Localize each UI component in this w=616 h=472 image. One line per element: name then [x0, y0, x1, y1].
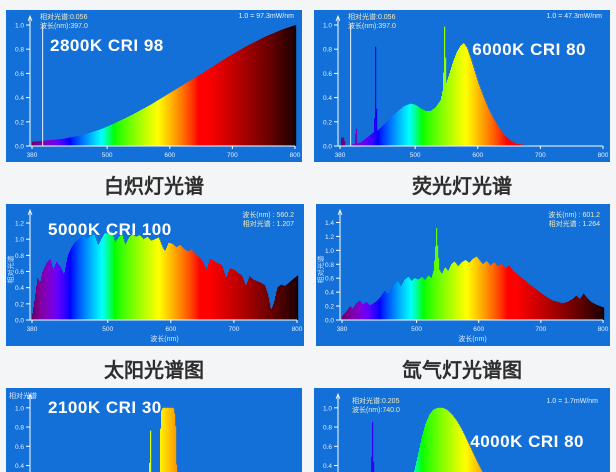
- readout-line: 相对光谱 : 1.207: [242, 221, 294, 228]
- svg-text:0.0: 0.0: [325, 318, 334, 325]
- scale-note: 1.0 = 97.3mW/nm: [238, 13, 294, 20]
- svg-text:0.2: 0.2: [15, 301, 24, 308]
- svg-text:0.8: 0.8: [325, 262, 334, 269]
- svg-text:700: 700: [227, 152, 238, 159]
- readout-line: 相对光谱 : 1.264: [548, 221, 600, 228]
- readout-line: 相对光谱:0.056: [348, 14, 396, 21]
- svg-text:0.4: 0.4: [15, 285, 24, 292]
- svg-text:500: 500: [102, 152, 113, 159]
- svg-text:0.4: 0.4: [323, 463, 332, 470]
- svg-text:1.0: 1.0: [325, 248, 334, 255]
- svg-text:0.8: 0.8: [323, 425, 332, 432]
- svg-text:600: 600: [165, 326, 176, 333]
- svg-text:1.0: 1.0: [15, 405, 24, 412]
- readout-line: 波长(nm):740.0: [352, 407, 400, 414]
- svg-text:0.6: 0.6: [325, 276, 334, 283]
- svg-text:600: 600: [473, 326, 484, 333]
- svg-text:0.8: 0.8: [15, 253, 24, 260]
- svg-text:800: 800: [598, 326, 609, 333]
- svg-text:1.0: 1.0: [323, 23, 332, 30]
- svg-text:500: 500: [410, 152, 421, 159]
- svg-text:0.2: 0.2: [323, 119, 332, 126]
- svg-text:1.0: 1.0: [15, 23, 24, 30]
- svg-text:相对光谱: 相对光谱: [316, 256, 325, 284]
- svg-text:0.2: 0.2: [15, 119, 24, 126]
- svg-text:500: 500: [411, 326, 422, 333]
- svg-text:0.6: 0.6: [15, 269, 24, 276]
- panel-xenon-spectrum: 1.4 1.2 1.0 0.8 0.6 0.4 0.2 0.0 380 500 600 700 800 波…: [316, 204, 610, 346]
- svg-text:0.6: 0.6: [15, 444, 24, 451]
- svg-text:1.0: 1.0: [323, 405, 332, 412]
- svg-text:相对光谱: 相对光谱: [6, 256, 15, 284]
- svg-text:0.8: 0.8: [15, 425, 24, 432]
- caption-incandescent: 白炽灯光谱: [104, 176, 204, 198]
- svg-text:1.0: 1.0: [15, 237, 24, 244]
- svg-text:0.0: 0.0: [323, 144, 332, 151]
- svg-text:500: 500: [102, 326, 113, 333]
- svg-text:380: 380: [27, 152, 38, 159]
- readout-line: 波长(nm):397.0: [40, 23, 88, 30]
- svg-text:1.4: 1.4: [325, 220, 334, 227]
- svg-text:0.6: 0.6: [15, 71, 24, 78]
- panel-fluorescent-spectrum: 1.0 0.8 0.6 0.4 0.2 0.0 380 500 600 700 800 相对光谱:0…: [314, 10, 610, 162]
- color-temp-label: 6000K CRI 80: [472, 40, 586, 59]
- caption-sunlight: 太阳光谱图: [104, 360, 204, 382]
- svg-text:1.2: 1.2: [325, 234, 334, 241]
- svg-text:波长(nm): 波长(nm): [150, 334, 178, 343]
- svg-text:1.2: 1.2: [15, 221, 24, 228]
- svg-text:0.6: 0.6: [323, 71, 332, 78]
- svg-text:0.8: 0.8: [323, 47, 332, 54]
- svg-text:600: 600: [472, 152, 483, 159]
- svg-text:0.0: 0.0: [15, 318, 24, 325]
- svg-text:0.4: 0.4: [325, 290, 334, 297]
- svg-text:0.4: 0.4: [15, 463, 24, 470]
- svg-text:0.4: 0.4: [15, 95, 24, 102]
- readout-line: 波长(nm) : 560.2: [242, 212, 294, 219]
- svg-text:700: 700: [535, 326, 546, 333]
- svg-text:800: 800: [292, 326, 303, 333]
- panel-incandescent-spectrum: 1.0 0.8 0.6 0.4 0.2 0.0 380 500 600 700 800 相对光谱:0…: [6, 10, 302, 162]
- color-temp-label: 2800K CRI 98: [50, 36, 164, 55]
- caption-fluorescent: 荧光灯光谱: [412, 176, 512, 198]
- readout-line: 相对光谱:0.205: [352, 398, 400, 405]
- readout-line: 相对光谱:0.056: [40, 14, 88, 21]
- svg-text:600: 600: [164, 152, 175, 159]
- svg-text:0.0: 0.0: [15, 144, 24, 151]
- caption-xenon: 氙气灯光谱图: [402, 360, 522, 382]
- scale-note: 1.0 = 47.3mW/nm: [546, 13, 602, 20]
- readout-line: 波长(nm) : 601.2: [548, 212, 600, 219]
- color-temp-label: 5000K CRI 100: [48, 220, 172, 239]
- svg-text:0.2: 0.2: [325, 304, 334, 311]
- svg-text:380: 380: [27, 326, 38, 333]
- svg-text:800: 800: [290, 152, 301, 159]
- svg-text:700: 700: [228, 326, 239, 333]
- y-axis-label: 相对光谱: [9, 393, 37, 400]
- readout-line: 波长(nm):397.0: [348, 23, 396, 30]
- color-temp-label: 2100K CRI 30: [48, 398, 162, 417]
- svg-text:700: 700: [535, 152, 546, 159]
- svg-text:380: 380: [335, 152, 346, 159]
- svg-text:0.4: 0.4: [323, 95, 332, 102]
- svg-text:800: 800: [598, 152, 609, 159]
- panel-sunlight-spectrum: 1.2 1.0 0.8 0.6 0.4 0.2 0.0 380 500 600 700 800 波长(n…: [6, 204, 304, 346]
- svg-text:380: 380: [337, 326, 348, 333]
- svg-text:波长(nm): 波长(nm): [458, 334, 486, 343]
- svg-text:0.8: 0.8: [15, 47, 24, 54]
- svg-text:0.6: 0.6: [323, 444, 332, 451]
- color-temp-label: 4000K CRI 80: [470, 432, 584, 451]
- scale-note: 1.0 = 1.7mW/nm: [546, 398, 598, 405]
